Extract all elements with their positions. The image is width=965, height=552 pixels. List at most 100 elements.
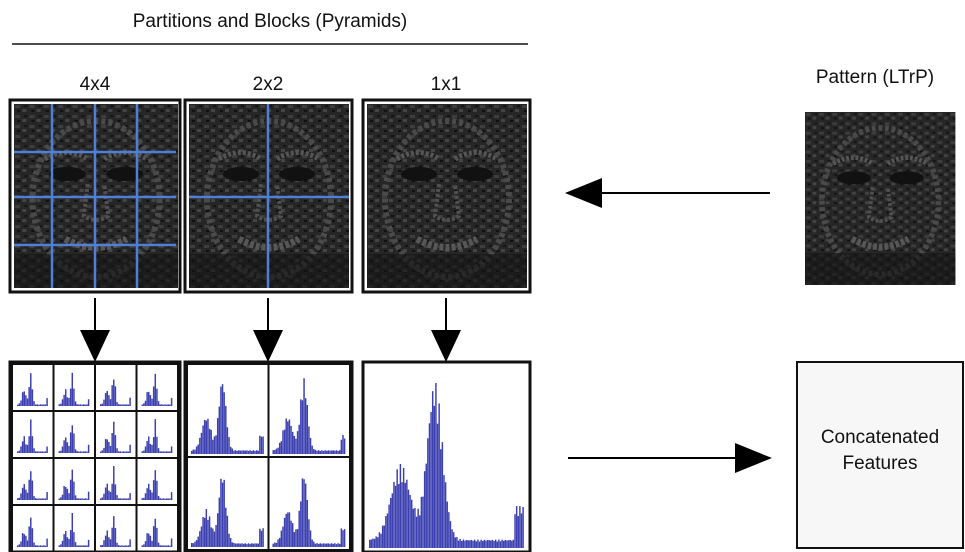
- histogram-bar: [385, 516, 386, 548]
- histogram-bar: [284, 430, 285, 454]
- histogram-bar: [199, 531, 200, 547]
- histogram-bar: [28, 387, 29, 406]
- histogram-bar: [323, 543, 324, 547]
- histogram-bar: [60, 497, 61, 500]
- histogram-bar: [62, 399, 63, 406]
- histogram-bar: [254, 451, 255, 454]
- histogram-bar: [236, 451, 237, 454]
- histogram-bar: [115, 435, 116, 453]
- histogram-bar: [249, 450, 250, 454]
- histogram-bar: [476, 541, 477, 548]
- histogram-bar: [212, 440, 213, 454]
- histogram-bar: [76, 545, 77, 547]
- histogram-bar: [422, 497, 423, 548]
- histogram-bar: [150, 536, 151, 547]
- histogram-bar: [201, 526, 202, 547]
- histogram-bar: [67, 397, 68, 406]
- histogram-bar: [307, 500, 308, 547]
- histogram-bar: [124, 452, 125, 453]
- histogram-bar: [251, 543, 252, 547]
- histogram-bar: [164, 404, 165, 406]
- histogram-bar: [46, 447, 47, 453]
- histogram-bar: [86, 499, 87, 500]
- histogram-bar: [24, 391, 25, 406]
- histogram-bar: [168, 499, 169, 500]
- histogram-bar: [129, 398, 130, 406]
- histogram-bar: [227, 427, 228, 454]
- histogram-bar: [35, 405, 36, 406]
- histogram-bar: [25, 490, 26, 500]
- histogram-bar: [256, 450, 257, 454]
- histogram-bar: [142, 498, 143, 500]
- histogram-bar: [490, 541, 491, 548]
- histogram-bar: [482, 541, 483, 548]
- histogram-bar: [287, 421, 288, 454]
- histogram-bar: [310, 530, 311, 547]
- histogram-bar: [302, 478, 303, 547]
- histogram-bar: [148, 484, 149, 500]
- histogram-bar: [37, 545, 38, 547]
- histogram-bar: [204, 518, 205, 547]
- histogram-bar: [121, 404, 122, 406]
- histogram-bar: [81, 405, 82, 406]
- histogram-bar: [297, 529, 298, 547]
- histogram-bar: [484, 540, 485, 548]
- histogram-bar: [59, 451, 60, 453]
- histogram-bar: [115, 386, 116, 406]
- histogram-bar: [307, 405, 308, 454]
- histogram-bar: [72, 373, 73, 406]
- histogram-bar: [155, 519, 156, 547]
- histogram-bar: [75, 542, 76, 547]
- histogram-bar: [38, 498, 39, 500]
- histogram-bar: [33, 448, 34, 453]
- histogram-bar: [262, 437, 263, 454]
- histogram-bar: [145, 541, 146, 547]
- histogram-bar: [161, 404, 162, 406]
- histogram-bar: [333, 544, 334, 547]
- histogram-bar: [164, 499, 165, 500]
- histogram-bar: [253, 544, 254, 547]
- histogram-bar: [62, 495, 63, 500]
- histogram-bar: [161, 451, 162, 453]
- histogram-bar: [328, 450, 329, 454]
- histogram-bar: [236, 543, 237, 547]
- histogram-bar: [65, 437, 66, 453]
- histogram-bar: [336, 450, 337, 454]
- histogram-bar: [22, 533, 23, 547]
- histogram-bar: [163, 451, 164, 453]
- histogram-bar: [256, 544, 257, 547]
- histogram-bar: [292, 432, 293, 454]
- histogram-bar: [30, 518, 31, 547]
- histogram-bar: [158, 401, 159, 406]
- histogram-bar: [46, 398, 47, 406]
- histogram-bar: [289, 512, 290, 547]
- histogram-bar: [324, 544, 325, 547]
- histogram-bar: [33, 542, 34, 547]
- histogram-bar: [120, 405, 121, 406]
- histogram-bar: [146, 533, 147, 547]
- histogram-bar: [166, 405, 167, 406]
- histogram-bar: [509, 540, 510, 548]
- histogram-bar: [326, 544, 327, 547]
- image-1x1: [363, 100, 530, 292]
- histogram-bar: [305, 398, 306, 454]
- histogram-bar: [516, 506, 517, 548]
- histogram-bar: [19, 403, 20, 406]
- histogram-bar: [129, 445, 130, 453]
- histogram-bar: [105, 488, 106, 500]
- histogram-bar: [110, 399, 111, 406]
- histogram-bar: [146, 488, 147, 500]
- histogram-bar: [158, 448, 159, 453]
- histogram-bar: [455, 537, 456, 548]
- histogram-bar: [115, 484, 116, 500]
- histogram-bar: [40, 452, 41, 453]
- histogram-bar: [30, 419, 31, 453]
- histogram-bar: [324, 450, 325, 454]
- histogram-bar: [105, 393, 106, 406]
- histogram-bar: [128, 498, 129, 500]
- histogram-bar: [143, 403, 144, 406]
- histogram-bar: [113, 380, 114, 406]
- histogram-bar: [143, 544, 144, 547]
- histogram-bar: [41, 498, 42, 500]
- histogram-bar: [100, 404, 101, 406]
